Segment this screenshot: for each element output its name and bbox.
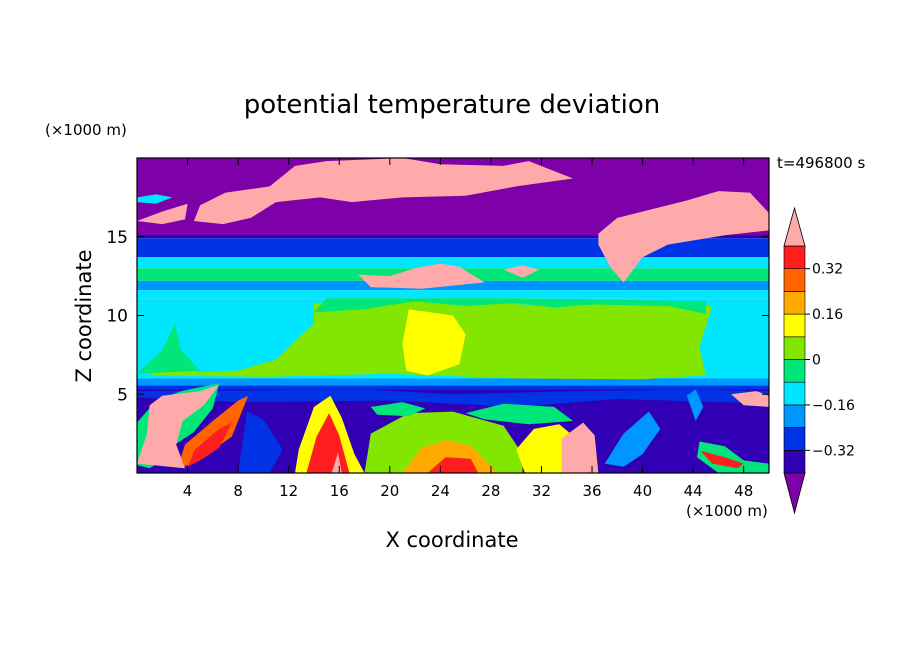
- x-tick-label: 20: [380, 482, 399, 500]
- mid-level-contour: [314, 298, 706, 314]
- x-tick-label: 8: [233, 482, 243, 500]
- colorbar-segment: [783, 381, 806, 406]
- upper-warm-anomaly: [503, 265, 539, 278]
- warm-anomaly-region: [561, 422, 599, 473]
- layer-band: [137, 290, 769, 299]
- chart-title: potential temperature deviation: [244, 90, 660, 120]
- colorbar-segment: [783, 336, 806, 360]
- y-axis-ticks: 5 10 15: [106, 228, 769, 405]
- eddy-contour: [686, 389, 704, 421]
- eddy-contour: [697, 441, 769, 473]
- eddy-contour: [187, 422, 232, 467]
- y-tick-label: 5: [117, 385, 128, 405]
- contour-plot-area: [137, 158, 769, 473]
- eddy-contour: [465, 403, 574, 425]
- eddy-contour: [137, 194, 173, 204]
- y-axis-label: Z coordinate: [72, 249, 96, 382]
- warm-core-contour: [402, 309, 466, 376]
- y-tick-label: 15: [106, 228, 128, 248]
- y-tick-label: 10: [106, 307, 128, 327]
- mid-level-contour: [137, 323, 201, 374]
- colorbar-tick-label: −0.32: [812, 443, 855, 459]
- x-axis-ticks: 4 8 12 16 20 24 28 32 36 40 44 48: [183, 158, 753, 500]
- eddy-contour: [516, 424, 575, 473]
- x-tick-label: 24: [431, 482, 450, 500]
- colorbar-segment: [783, 268, 806, 292]
- x-tick-label: 32: [532, 482, 551, 500]
- colorbar-segment: [783, 404, 806, 428]
- colorbar: 0.32 0.16 0 −0.16 −0.32: [783, 206, 855, 515]
- colorbar-segment: [783, 359, 806, 383]
- x-tick-label: 40: [633, 482, 652, 500]
- colorbar-segment: [783, 245, 806, 270]
- x-tick-label: 44: [684, 482, 703, 500]
- x-tick-label: 4: [183, 482, 193, 500]
- warm-anomaly-region: [731, 391, 769, 407]
- x-tick-label: 36: [582, 482, 601, 500]
- x-tick-label: 12: [279, 482, 298, 500]
- layer-band: [137, 378, 769, 387]
- colorbar-min-extension: [783, 472, 806, 515]
- eddy-contour: [604, 411, 661, 467]
- upper-warm-anomaly: [137, 203, 188, 225]
- colorbar-tick-label: −0.16: [812, 398, 855, 414]
- colorbar-tick-label: 0.16: [812, 307, 843, 323]
- warm-anomaly-region: [137, 384, 220, 469]
- colorbar-segment: [783, 313, 806, 338]
- eddy-contour: [370, 402, 426, 417]
- colorbar-tick-label: 0.32: [812, 262, 843, 278]
- x-axis-label: X coordinate: [385, 528, 518, 552]
- upper-warm-anomaly: [193, 158, 574, 225]
- upper-warm-anomaly: [598, 191, 769, 283]
- eddy-contour: [700, 450, 744, 469]
- x-tick-label: 48: [734, 482, 753, 500]
- eddy-contour: [137, 389, 769, 407]
- colorbar-tick-label: 0: [812, 353, 821, 369]
- x-tick-label: 16: [330, 482, 349, 500]
- layer-band: [137, 385, 769, 390]
- colorbar-max-extension: [783, 206, 806, 247]
- time-label: t=496800 s: [777, 154, 865, 172]
- colorbar-segment: [783, 427, 806, 451]
- upper-warm-anomaly: [358, 263, 485, 289]
- layer-band: [137, 280, 769, 291]
- colorbar-segment: [783, 449, 806, 474]
- eddy-contour: [238, 411, 283, 473]
- colorbar-segment: [783, 291, 806, 315]
- x-tick-label: 28: [481, 482, 500, 500]
- x-axis-units: (×1000 m): [686, 502, 768, 520]
- y-axis-units: (×1000 m): [45, 121, 127, 139]
